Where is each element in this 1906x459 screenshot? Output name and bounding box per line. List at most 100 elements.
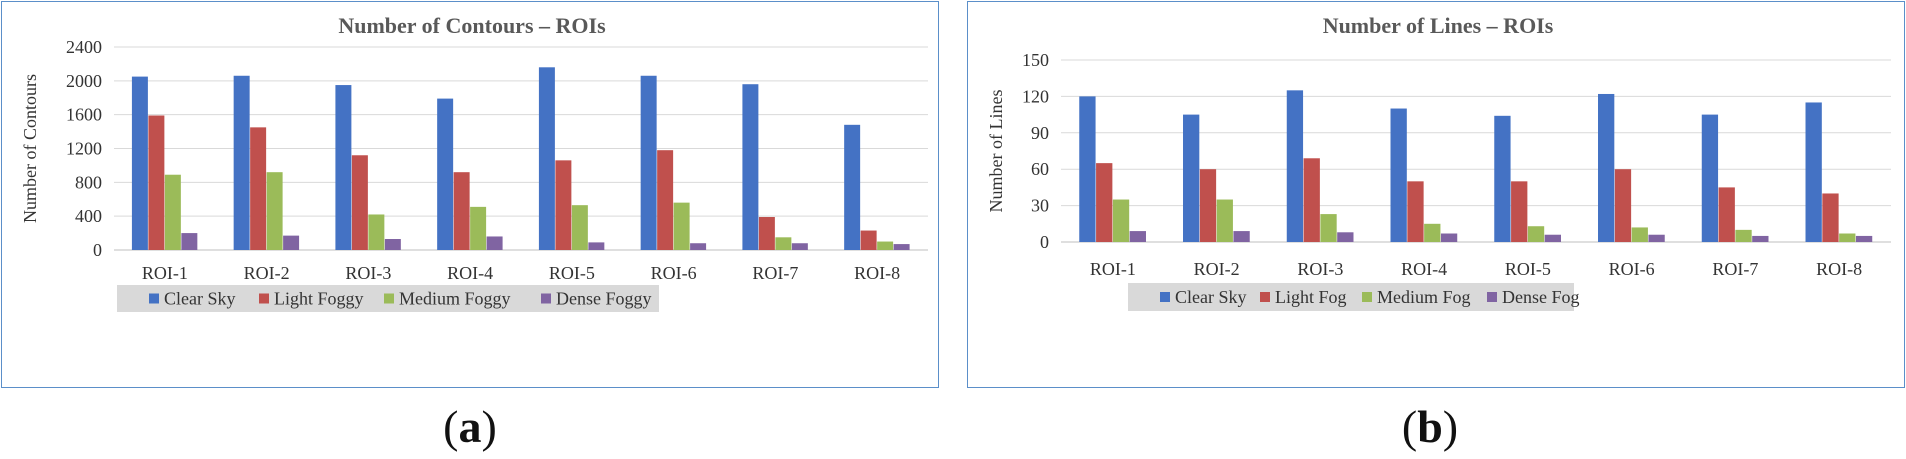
legend-swatch bbox=[259, 293, 269, 304]
bar-light-foggy-roi-5 bbox=[555, 160, 572, 250]
bar-light-fog-roi-4 bbox=[1407, 181, 1424, 242]
bar-medium-fog-roi-4 bbox=[1424, 223, 1441, 242]
bar-medium-foggy-roi-3 bbox=[368, 214, 385, 250]
x-tick-label: ROI-8 bbox=[1816, 259, 1862, 279]
y-tick-label: 2000 bbox=[66, 71, 102, 91]
bar-clear-sky-roi-1 bbox=[131, 76, 148, 251]
bar-clear-sky-roi-5 bbox=[1494, 115, 1511, 242]
bar-clear-sky-roi-1 bbox=[1079, 96, 1096, 243]
bar-clear-sky-roi-8 bbox=[844, 124, 861, 250]
bar-dense-fog-roi-7 bbox=[1752, 235, 1769, 242]
bar-dense-fog-roi-4 bbox=[1440, 233, 1458, 242]
x-tick-label: ROI-8 bbox=[854, 263, 900, 283]
bar-dense-foggy-roi-2 bbox=[283, 235, 300, 250]
bar-light-foggy-roi-4 bbox=[453, 172, 470, 250]
bar-dense-foggy-roi-7 bbox=[791, 243, 808, 250]
legend-label: Light Foggy bbox=[274, 289, 364, 309]
x-tick-label: ROI-4 bbox=[1401, 259, 1447, 279]
legend-label: Light Fog bbox=[1275, 287, 1347, 307]
bar-clear-sky-roi-7 bbox=[1701, 114, 1719, 242]
bar-light-foggy-roi-6 bbox=[657, 150, 674, 250]
y-tick-label: 120 bbox=[1022, 86, 1049, 106]
x-tick-label: ROI-1 bbox=[1090, 259, 1136, 279]
legend-label: Clear Sky bbox=[164, 289, 236, 309]
x-tick-label: ROI-7 bbox=[752, 263, 798, 283]
bar-medium-foggy-roi-6 bbox=[673, 202, 690, 250]
y-tick-label: 60 bbox=[1031, 159, 1049, 179]
y-tick-label: 1200 bbox=[66, 139, 102, 159]
subfigure-label-a: (a) bbox=[443, 401, 497, 452]
legend-label: Clear Sky bbox=[1175, 287, 1247, 307]
x-tick-label: ROI-5 bbox=[1505, 259, 1551, 279]
x-tick-label: ROI-6 bbox=[1609, 259, 1655, 279]
bar-dense-foggy-roi-1 bbox=[181, 233, 198, 250]
y-tick-label: 150 bbox=[1022, 50, 1049, 70]
legend-swatch bbox=[384, 293, 394, 304]
x-tick-label: ROI-3 bbox=[1297, 259, 1343, 279]
x-tick-label: ROI-7 bbox=[1712, 259, 1758, 279]
bar-medium-foggy-roi-7 bbox=[775, 237, 792, 250]
bar-medium-fog-roi-3 bbox=[1320, 214, 1337, 242]
bar-dense-fog-roi-6 bbox=[1648, 234, 1665, 242]
bar-light-fog-roi-1 bbox=[1096, 163, 1113, 242]
bar-light-foggy-roi-1 bbox=[148, 115, 165, 250]
y-tick-label: 800 bbox=[75, 172, 102, 192]
bar-clear-sky-roi-2 bbox=[233, 75, 250, 250]
legend-swatch bbox=[1362, 292, 1372, 302]
bar-light-foggy-roi-3 bbox=[351, 155, 368, 250]
chart-panel-lines: Number of Lines – ROIs 0 30 60 90 120 150 Numbe… bbox=[967, 1, 1905, 388]
bar-medium-foggy-roi-4 bbox=[470, 206, 487, 250]
bar-dense-foggy-roi-3 bbox=[384, 239, 401, 250]
legend-label: Dense Foggy bbox=[556, 289, 652, 309]
bar-medium-foggy-roi-5 bbox=[571, 205, 588, 250]
bar-clear-sky-roi-2 bbox=[1183, 114, 1200, 242]
bar-dense-foggy-roi-5 bbox=[588, 242, 605, 250]
y-tick-label: 2400 bbox=[66, 37, 102, 57]
bar-medium-fog-roi-7 bbox=[1735, 229, 1752, 242]
bar-clear-sky-roi-3 bbox=[1286, 90, 1304, 242]
x-tick-label: ROI-2 bbox=[244, 263, 290, 283]
bar-light-fog-roi-3 bbox=[1303, 158, 1320, 242]
bar-light-fog-roi-8 bbox=[1822, 193, 1839, 242]
x-tick-label: ROI-5 bbox=[549, 263, 595, 283]
bar-clear-sky-roi-3 bbox=[335, 85, 352, 250]
x-tick-label: ROI-4 bbox=[447, 263, 493, 283]
legend-box bbox=[1128, 283, 1574, 311]
bar-clear-sky-roi-6 bbox=[640, 75, 657, 250]
y-axis-title: Number of Contours bbox=[20, 74, 40, 223]
contours-chart-svg: Number of Contours – ROIs 0 400 800 1200 1600… bbox=[20, 13, 928, 312]
bar-medium-fog-roi-1 bbox=[1112, 199, 1130, 242]
x-tick-label: ROI-2 bbox=[1194, 259, 1240, 279]
bar-medium-foggy-roi-2 bbox=[266, 172, 283, 250]
legend-swatch bbox=[149, 293, 159, 304]
bar-dense-fog-roi-1 bbox=[1129, 231, 1146, 242]
subfigure-label-b: (b) bbox=[1401, 401, 1459, 452]
bar-clear-sky-roi-4 bbox=[1390, 108, 1407, 243]
bar-light-fog-roi-6 bbox=[1614, 169, 1632, 242]
bar-medium-fog-roi-8 bbox=[1839, 233, 1856, 242]
bar-dense-fog-roi-2 bbox=[1233, 231, 1250, 242]
legend-label: Medium Fog bbox=[1377, 287, 1471, 307]
bar-clear-sky-roi-4 bbox=[437, 98, 454, 251]
lines-chart-svg: Number of Lines – ROIs 0 30 60 90 120 150 Numbe… bbox=[986, 13, 1891, 311]
legend-label: Medium Foggy bbox=[399, 289, 511, 309]
bar-medium-fog-roi-6 bbox=[1631, 227, 1648, 242]
y-tick-label: 0 bbox=[1040, 232, 1049, 252]
chart-panel-contours: Number of Contours – ROIs 0 400 800 1200 1600… bbox=[1, 1, 939, 388]
legend-swatch bbox=[1260, 292, 1270, 302]
x-tick-label: ROI-1 bbox=[142, 263, 188, 283]
bar-clear-sky-roi-8 bbox=[1805, 102, 1822, 242]
y-axis-title: Number of Lines bbox=[986, 90, 1006, 213]
legend-swatch bbox=[541, 293, 551, 304]
bar-dense-foggy-roi-4 bbox=[486, 236, 503, 250]
bar-light-fog-roi-2 bbox=[1199, 169, 1217, 242]
legend-swatch bbox=[1487, 292, 1497, 302]
bar-light-fog-roi-7 bbox=[1718, 187, 1735, 242]
bar-dense-fog-roi-5 bbox=[1544, 234, 1561, 242]
bar-light-foggy-roi-7 bbox=[758, 217, 775, 250]
chart-title: Number of Contours – ROIs bbox=[338, 13, 606, 38]
bar-dense-fog-roi-8 bbox=[1855, 235, 1873, 242]
legend-label: Dense Fog bbox=[1502, 287, 1580, 307]
bar-medium-foggy-roi-1 bbox=[164, 174, 181, 250]
bar-dense-foggy-roi-8 bbox=[893, 244, 910, 250]
